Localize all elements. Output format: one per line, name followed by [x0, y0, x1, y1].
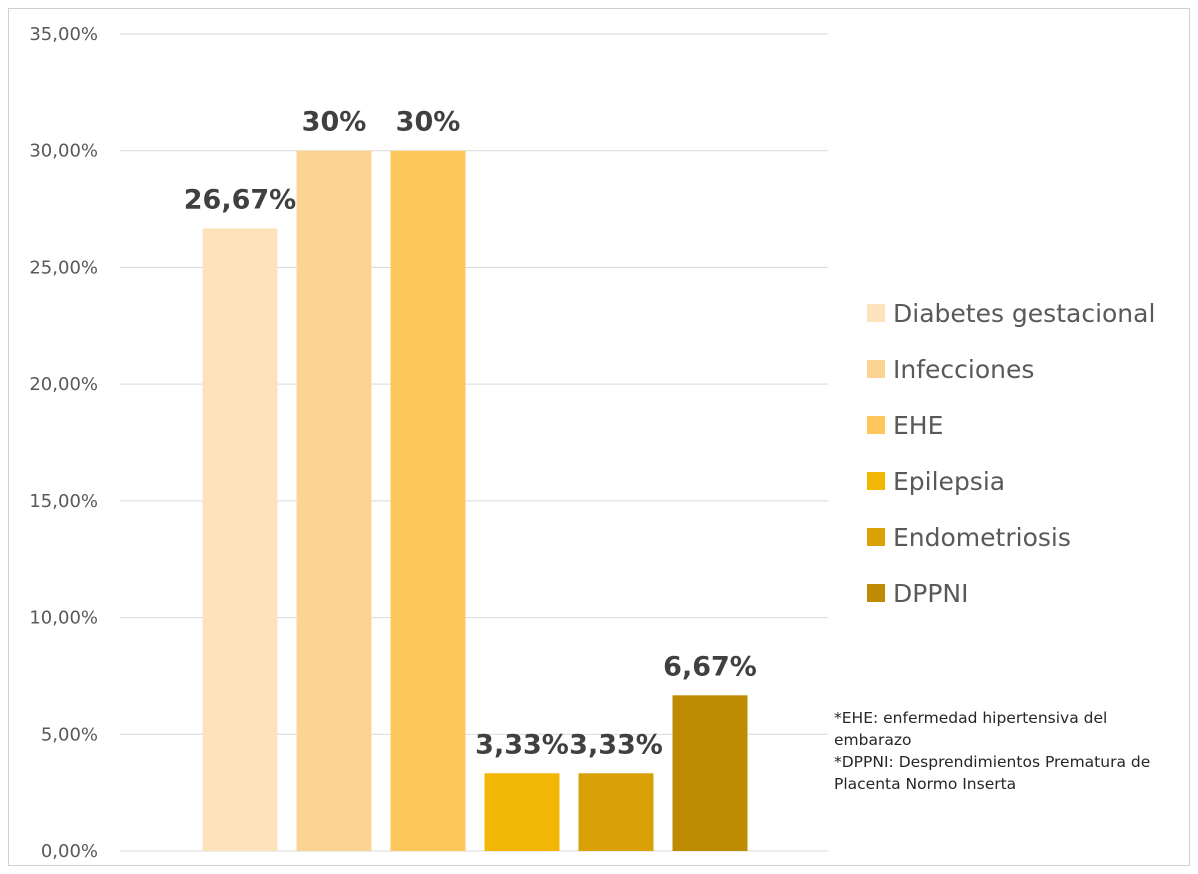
- legend-swatch: [867, 472, 885, 490]
- legend-swatch: [867, 528, 885, 546]
- legend-label: DPPNI: [893, 579, 968, 608]
- footnotes: *EHE: enfermedad hipertensiva del embara…: [834, 707, 1164, 795]
- legend-item: Epilepsia: [867, 453, 1187, 509]
- legend-swatch: [867, 360, 885, 378]
- y-tick-label: 25,00%: [29, 257, 98, 278]
- y-tick-label: 35,00%: [29, 24, 98, 45]
- data-label-3: 30%: [396, 107, 461, 138]
- footnote-dppni: *DPPNI: Desprendimientos Prematura de Pl…: [834, 751, 1164, 795]
- legend-swatch: [867, 304, 885, 322]
- y-tick-label: 30,00%: [29, 141, 98, 162]
- bar-5: [579, 773, 654, 851]
- data-label-1: 26,67%: [184, 184, 296, 215]
- data-label-2: 30%: [302, 107, 367, 138]
- legend-item: DPPNI: [867, 565, 1187, 621]
- legend-item: Endometriosis: [867, 509, 1187, 565]
- y-tick-label: 5,00%: [41, 724, 98, 745]
- legend-label: EHE: [893, 411, 943, 440]
- legend-swatch: [867, 416, 885, 434]
- bar-1: [203, 228, 278, 851]
- legend-swatch: [867, 584, 885, 602]
- data-label-5: 3,33%: [569, 729, 663, 760]
- legend-label: Infecciones: [893, 355, 1034, 384]
- chart-legend: Diabetes gestacional Infecciones EHE Epilep…: [867, 285, 1187, 621]
- bar-3: [391, 151, 466, 851]
- y-tick-label: 0,00%: [41, 841, 98, 862]
- legend-item: Infecciones: [867, 341, 1187, 397]
- bar-4: [485, 773, 560, 851]
- legend-label: Diabetes gestacional: [893, 299, 1155, 328]
- legend-label: Endometriosis: [893, 523, 1071, 552]
- legend-item: EHE: [867, 397, 1187, 453]
- data-label-6: 6,67%: [663, 651, 757, 682]
- y-tick-label: 15,00%: [29, 491, 98, 512]
- y-tick-label: 20,00%: [29, 374, 98, 395]
- bar-2: [297, 151, 372, 851]
- footnote-ehe: *EHE: enfermedad hipertensiva del embara…: [834, 707, 1164, 751]
- y-tick-label: 10,00%: [29, 608, 98, 629]
- bar-6: [673, 695, 748, 851]
- legend-label: Epilepsia: [893, 467, 1005, 496]
- legend-item: Diabetes gestacional: [867, 285, 1187, 341]
- data-label-4: 3,33%: [475, 729, 569, 760]
